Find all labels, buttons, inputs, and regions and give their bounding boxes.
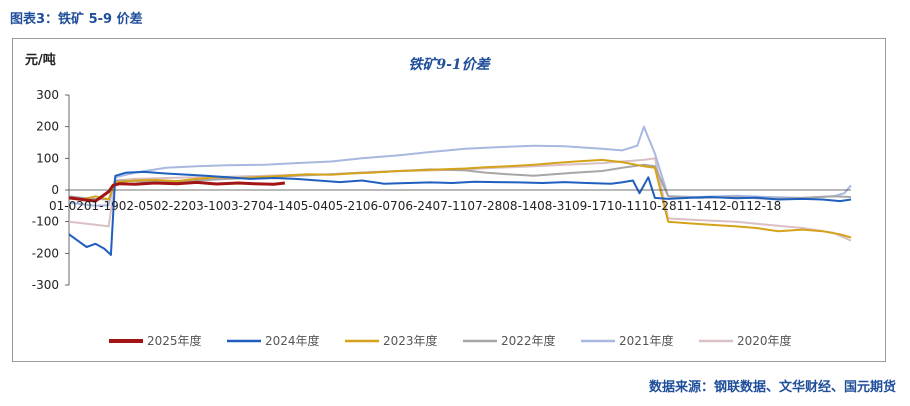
y-tick-label: 0 <box>51 183 59 197</box>
legend-label: 2021年度 <box>619 333 674 348</box>
data-source: 数据来源：钢联数据、文华财经、国元期货 <box>648 380 896 395</box>
y-tick-label: -200 <box>32 246 59 260</box>
y-tick-label: 300 <box>36 88 59 102</box>
legend: 2025年度 2024年度 2023年度 2022年度 2021年度 2020年度 <box>109 333 792 348</box>
y-tick-label: -300 <box>32 278 59 292</box>
y-tick-label: 200 <box>36 120 59 134</box>
legend-label: 2022年度 <box>501 333 556 348</box>
series-line-2025 <box>68 180 286 203</box>
series-line-2024 <box>68 170 852 256</box>
series-line-2023 <box>68 158 852 239</box>
legend-label: 2020年度 <box>737 333 792 348</box>
line-chart: 铁矿9-1价差 元/吨 -300 -200 -100 0 100 200 300 01-02… <box>25 52 852 348</box>
chart-frame: 铁矿9-1价差 元/吨 -300 -200 -100 0 100 200 300 01-02… <box>12 38 886 362</box>
legend-label: 2025年度 <box>147 333 202 348</box>
x-axis-tick-labels: 01-0201-1902-0502-2203-1003-2704-1405-04… <box>49 199 781 213</box>
y-axis-label: 元/吨 <box>25 52 56 68</box>
series-line-2021 <box>68 125 852 207</box>
y-tick-label: 100 <box>36 151 59 165</box>
series-lines <box>68 125 852 256</box>
y-axis-ticks: -300 -200 -100 0 100 200 300 <box>32 88 69 292</box>
legend-label: 2024年度 <box>265 333 320 348</box>
figure-title: 图表3：铁矿 5-9 价差 <box>10 12 143 27</box>
legend-label: 2023年度 <box>383 333 438 348</box>
y-tick-label: -100 <box>32 215 59 229</box>
chart-title: 铁矿9-1价差 <box>408 56 491 73</box>
